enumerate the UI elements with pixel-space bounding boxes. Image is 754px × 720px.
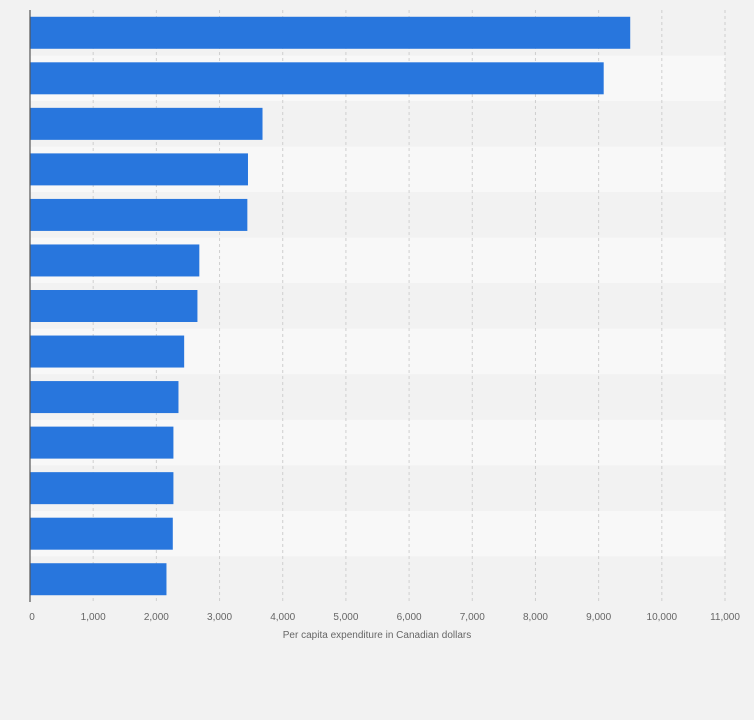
- x-tick-label: 11,000: [710, 612, 740, 623]
- x-tick-label: 9,000: [586, 612, 611, 623]
- bars: [30, 16, 631, 596]
- x-tick-label: 8,000: [523, 612, 548, 623]
- bar: [30, 153, 248, 186]
- x-tick-label: 0: [29, 612, 35, 623]
- bar: [30, 517, 173, 550]
- x-tick-label: 2,000: [144, 612, 169, 623]
- bar: [30, 16, 631, 49]
- bar: [30, 472, 174, 505]
- bar: [30, 107, 263, 140]
- bar: [30, 244, 200, 277]
- bar: [30, 62, 604, 95]
- bar: [30, 198, 248, 231]
- x-axis-title: Per capita expenditure in Canadian dolla…: [283, 630, 471, 641]
- x-tick-label: 3,000: [207, 612, 232, 623]
- bar: [30, 381, 179, 414]
- x-tick-label: 7,000: [460, 612, 485, 623]
- bar: [30, 335, 185, 368]
- x-tick-label: 5,000: [333, 612, 358, 623]
- x-tick-label: 6,000: [397, 612, 422, 623]
- bar: [30, 426, 174, 459]
- x-axis-ticks: 0 1,000 2,000 3,000 4,000 5,000 6,000 7,000 8,00…: [29, 612, 740, 623]
- bar: [30, 563, 167, 596]
- x-tick-label: 1,000: [81, 612, 106, 623]
- bar: [30, 290, 198, 322]
- x-tick-label: 4,000: [270, 612, 295, 623]
- x-tick-label: 10,000: [647, 612, 678, 623]
